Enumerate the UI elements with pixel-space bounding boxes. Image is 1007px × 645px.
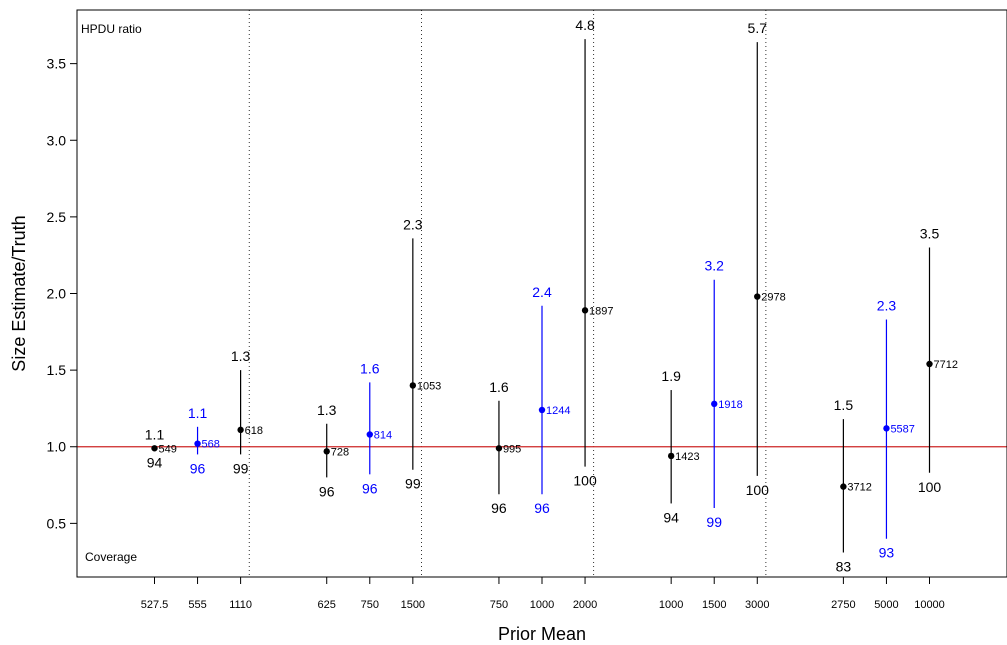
coverage-label: 99 [233,460,249,476]
hpdu-ratio-annotation: HPDU ratio [81,22,142,36]
x-tick-label: 2000 [573,599,597,611]
x-tick-label: 1500 [702,599,726,611]
size-label: 618 [245,425,263,437]
size-label: 814 [374,429,392,441]
y-tick-label: 1.0 [47,439,67,455]
estimate-point [581,307,589,314]
size-label: 3712 [847,482,871,494]
coverage-label: 100 [918,479,942,495]
size-label: 728 [331,446,349,458]
coverage-label: 83 [836,558,852,574]
coverage-label: 99 [706,514,722,530]
y-tick-label: 3.0 [47,132,67,148]
x-tick-label: 625 [318,599,336,611]
hpdu-ratio-label: 3.5 [920,226,940,242]
coverage-label: 93 [879,545,895,561]
coverage-label: 96 [491,500,507,516]
coverage-label: 96 [362,480,378,496]
y-tick-label: 0.5 [47,515,67,531]
y-tick-label: 2.5 [47,209,67,225]
size-label: 1053 [417,380,441,392]
hpdu-ratio-label: 1.1 [145,426,165,442]
coverage-label: 96 [534,500,550,516]
estimate-point [840,483,847,490]
estimate-point [667,452,675,460]
size-label: 5587 [890,423,914,435]
x-tick-label: 1110 [229,599,252,611]
estimate-point [495,445,503,452]
estimate-point [926,360,933,368]
coverage-label: 94 [147,454,163,470]
size-label: 2978 [761,292,785,304]
hpdu-ratio-label: 1.6 [489,379,509,395]
estimate-point [754,293,761,300]
x-axis-label: Prior Mean [498,624,586,644]
hpdu-ratio-label: 1.9 [661,368,681,384]
size-label: 1897 [589,305,613,317]
size-label: 995 [503,443,521,455]
estimate-point [711,400,718,408]
size-label: 549 [159,443,177,455]
estimate-point [366,431,373,438]
estimate-point [151,445,158,452]
hpdu-ratio-label: 1.5 [834,397,854,413]
estimate-point [237,426,244,434]
hpdu-ratio-label: 3.2 [704,258,724,274]
estimate-point [194,440,201,447]
group-dividers [248,10,767,577]
hpdu-ratio-label: 2.3 [403,216,423,232]
size-label: 568 [202,439,220,451]
x-tick-label: 527.5 [141,599,169,611]
coverage-label: 96 [190,460,206,476]
estimate-point [883,425,890,432]
plot-frame [76,9,1007,578]
coverage-label: 100 [746,482,770,498]
coverage-label: 99 [405,476,421,492]
chart-marks: 5491.1945681.1966181.3997281.3968141.696… [145,17,958,574]
hpdu-ratio-label: 2.4 [532,284,552,300]
y-axis-label: Size Estimate/Truth [9,215,29,371]
size-label: 1244 [546,405,570,417]
coverage-label: 100 [573,473,597,489]
x-tick-label: 2750 [831,599,855,611]
hpdu-ratio-label: 1.6 [360,360,380,376]
hpdu-ratio-label: 4.8 [575,17,595,33]
x-tick-label: 1500 [401,599,425,611]
x-tick-label: 10000 [914,599,945,611]
x-tick-label: 3000 [745,599,769,611]
y-tick-label: 2.0 [47,286,67,302]
size-label: 1423 [675,451,699,463]
coverage-annotation: Coverage [85,550,137,564]
axes: 0.5 1.0 1.5 2.0 2.5 3.0 3.5 527.5 555 1110 625 750 1… [47,56,945,611]
x-tick-label: 750 [490,599,508,611]
hpdu-ratio-label: 1.1 [188,405,208,421]
y-tick-label: 3.5 [47,56,67,72]
size-label: 7712 [934,359,958,371]
x-tick-label: 555 [188,599,206,611]
hpdu-ratio-label: 5.7 [748,20,768,36]
estimate-point [323,448,330,455]
x-tick-label: 750 [361,599,379,611]
hpdu-ratio-label: 1.3 [231,348,251,364]
y-tick-label: 1.5 [47,362,67,378]
coverage-label: 96 [319,483,335,499]
hpdu-ratio-label: 1.3 [317,402,337,418]
hpdu-ratio-label: 2.3 [877,298,897,314]
x-tick-label: 1000 [530,599,554,611]
estimate-point [409,382,417,389]
x-tick-label: 1000 [659,599,683,611]
coverage-label: 94 [663,509,679,525]
x-tick-label: 5000 [874,599,898,611]
estimate-point [538,406,546,414]
size-label: 1918 [718,399,742,411]
